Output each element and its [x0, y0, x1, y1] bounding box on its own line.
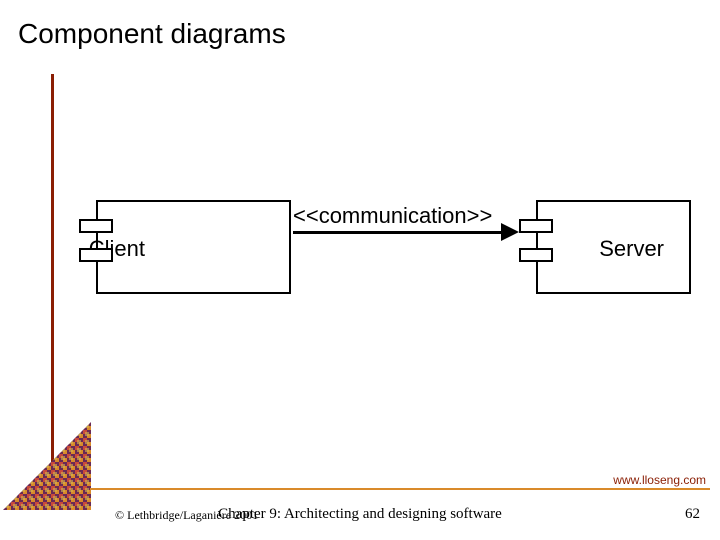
- client-port-bottom: [79, 248, 113, 262]
- server-port-top: [519, 219, 553, 233]
- vertical-rule: [51, 74, 54, 474]
- connection-line: [293, 231, 503, 234]
- decorative-pattern: [3, 422, 91, 510]
- footer-chapter: Chapter 9: Architecting and designing so…: [0, 506, 720, 523]
- page-number: 62: [685, 506, 700, 523]
- client-label: Client: [38, 236, 229, 262]
- footer-rule: [90, 488, 710, 490]
- slide: Component diagrams Client Server <<commu…: [0, 0, 720, 540]
- footer-url: www.lloseng.com: [613, 473, 706, 487]
- connection-label: <<communication>>: [293, 203, 492, 229]
- page-title: Component diagrams: [18, 18, 286, 50]
- server-label: Server: [538, 236, 689, 262]
- client-component: Client: [96, 200, 291, 294]
- server-port-bottom: [519, 248, 553, 262]
- server-component: Server: [536, 200, 691, 294]
- client-port-top: [79, 219, 113, 233]
- arrowhead-icon: [501, 223, 519, 241]
